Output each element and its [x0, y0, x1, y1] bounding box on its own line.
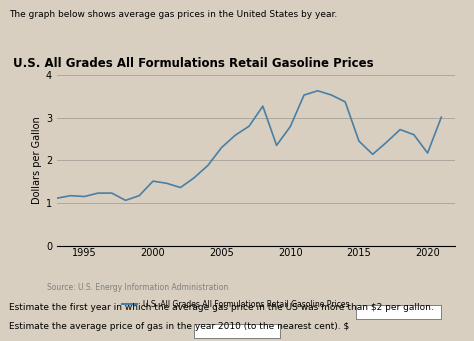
Text: The graph below shows average gas prices in the United States by year.: The graph below shows average gas prices… [9, 10, 338, 19]
Text: Estimate the average price of gas in the year 2010 (to the nearest cent). $: Estimate the average price of gas in the… [9, 322, 350, 331]
Text: Estimate the first year in which the average gas price in the US was more than $: Estimate the first year in which the ave… [9, 303, 434, 312]
Text: U.S. All Grades All Formulations Retail Gasoline Prices: U.S. All Grades All Formulations Retail … [13, 57, 374, 70]
Legend: U.S. All Grades All Formulations Retail Gasoline Prices: U.S. All Grades All Formulations Retail … [119, 297, 353, 312]
Y-axis label: Dollars per Gallon: Dollars per Gallon [32, 116, 42, 204]
Text: Source: U.S. Energy Information Administration: Source: U.S. Energy Information Administ… [47, 283, 228, 292]
